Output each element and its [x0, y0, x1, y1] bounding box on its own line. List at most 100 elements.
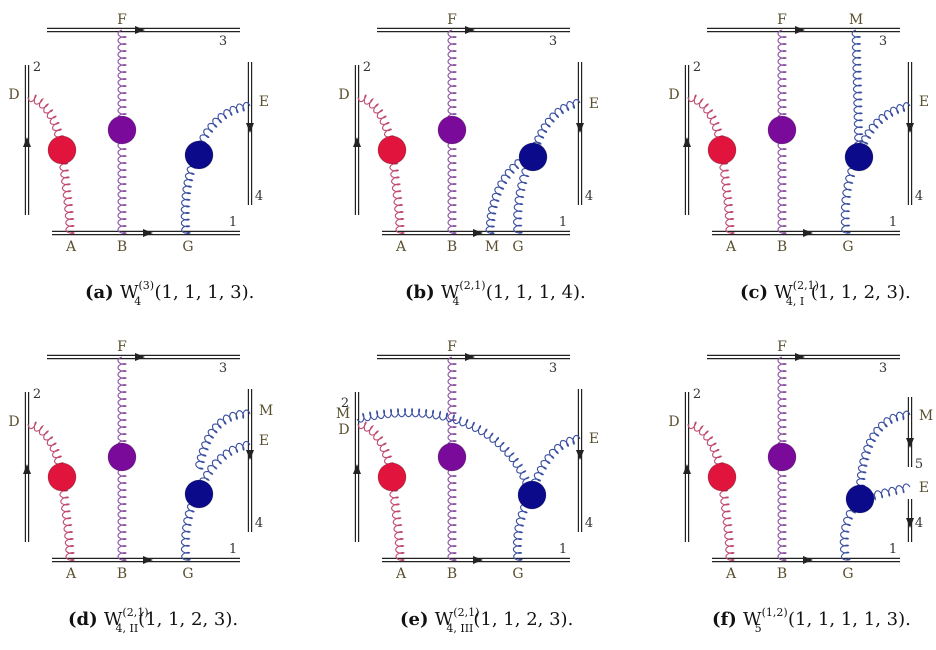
arrow-left [683, 464, 691, 474]
arrow-bottom [803, 229, 813, 237]
label-G: G [182, 239, 193, 255]
caption-superscript: (2,1) [122, 606, 148, 619]
label-E: E [589, 96, 599, 112]
line-number-bottom: 1 [889, 215, 897, 230]
label-M: M [919, 408, 933, 424]
arrow-right [576, 450, 584, 460]
caption-letter: (a) [85, 282, 120, 303]
diagram-panel-e: F A B G D E M 3 2 4 1 (e) W(2,1) 4, III(1, 1, 2, 3). [336, 339, 599, 635]
caption-superscript: (2,1) [453, 606, 479, 619]
label-D: D [668, 414, 679, 430]
label-E: E [589, 431, 599, 447]
blob-purple [767, 442, 797, 472]
line-number-top: 3 [879, 34, 887, 49]
caption-superscript: (3) [138, 279, 154, 292]
caption-w: W [104, 609, 123, 630]
label-M: M [485, 239, 499, 255]
line-number-bottom: 1 [559, 542, 567, 557]
line-number-bottom: 1 [229, 542, 237, 557]
label-G: G [842, 566, 853, 582]
gluon-blue-upper [529, 99, 581, 157]
label-F: F [777, 12, 787, 28]
line-number-right: 4 [915, 189, 923, 204]
arrow-left [23, 464, 31, 474]
caption-letter: (f) [712, 609, 743, 630]
arrow-left [23, 137, 31, 147]
caption-letter: (e) [400, 609, 435, 630]
blob-red [707, 135, 737, 165]
arrow-left [683, 137, 691, 147]
caption-letter: (c) [740, 282, 774, 303]
label-F: F [117, 12, 127, 28]
caption-w: W [743, 609, 762, 630]
label-E: E [919, 94, 929, 110]
caption-subscript: 4 [134, 295, 141, 308]
line-number-top: 3 [549, 361, 557, 376]
label-G: G [842, 239, 853, 255]
line-number-bottom: 1 [889, 542, 897, 557]
label-D: D [338, 422, 349, 438]
line-number-extra: 5 [915, 457, 923, 472]
arrow-right [246, 123, 254, 133]
label-A: A [725, 566, 737, 582]
label-F: F [447, 339, 457, 355]
gluon-blue-upper [528, 434, 581, 495]
label-B: B [117, 566, 127, 582]
line-number-right: 4 [585, 189, 593, 204]
label-B: B [777, 239, 787, 255]
panel-caption: (a) W(3) 4 (1, 1, 1, 3). [85, 279, 254, 308]
caption-superscript: (2,1) [793, 279, 819, 292]
caption-subscript: 4, I [786, 295, 804, 308]
line-number-top: 3 [879, 361, 887, 376]
label-A: A [725, 239, 737, 255]
caption-letter: (b) [405, 282, 441, 303]
arrow-right [906, 123, 914, 133]
line-number-right: 4 [585, 516, 593, 531]
gluon-blue-to-m [195, 409, 251, 470]
line-number-bottom: 1 [229, 215, 237, 230]
label-G: G [182, 566, 193, 582]
label-G: G [512, 239, 523, 255]
blob-purple [107, 442, 137, 472]
label-A: A [65, 566, 77, 582]
arrow-top [135, 353, 145, 361]
blob-blue [184, 479, 214, 509]
blob-purple [107, 115, 137, 145]
blob-blue [844, 142, 874, 172]
label-D: D [338, 87, 349, 103]
line-number-left: 2 [33, 387, 41, 402]
label-F: F [447, 12, 457, 28]
gluon-blue-to-m [851, 29, 864, 156]
label-F: F [117, 339, 127, 355]
panel-caption: (e) W(2,1) 4, III(1, 1, 2, 3). [400, 606, 573, 635]
panel-caption: (c) W(2,1) 4, I (1, 1, 2, 3). [740, 279, 911, 308]
label-B: B [447, 239, 457, 255]
diagram-panel-d: F A B G D EM 3 2 4 1 (d) W(2,1) 4, II(1, 1, 2, 3). [8, 339, 273, 635]
blob-blue [184, 140, 214, 170]
label-A: A [65, 239, 77, 255]
label-M: M [259, 403, 273, 419]
label-E: E [259, 94, 269, 110]
blob-red [47, 462, 77, 492]
arrow-top [795, 353, 805, 361]
caption-subscript: 4, III [446, 622, 473, 635]
caption-w: W [435, 609, 454, 630]
caption-subscript: 4, II [115, 622, 138, 635]
blob-blue [845, 484, 875, 514]
line-number-left: 2 [341, 396, 349, 411]
label-B: B [447, 566, 457, 582]
caption-subscript: 4 [452, 295, 459, 308]
blob-blue [518, 142, 548, 172]
line-number-left: 2 [693, 387, 701, 402]
caption-arguments: (1, 1, 1, 1, 3). [788, 609, 911, 630]
arrow-right-lower [906, 518, 914, 528]
gluon-blue-from-m [356, 407, 535, 493]
line-number-right: 4 [255, 516, 263, 531]
arrow-bottom [143, 229, 153, 237]
arrow-bottom [803, 556, 813, 564]
arrow-bottom [143, 556, 153, 564]
caption-superscript: (2,1) [459, 279, 485, 292]
arrow-right [246, 450, 254, 460]
